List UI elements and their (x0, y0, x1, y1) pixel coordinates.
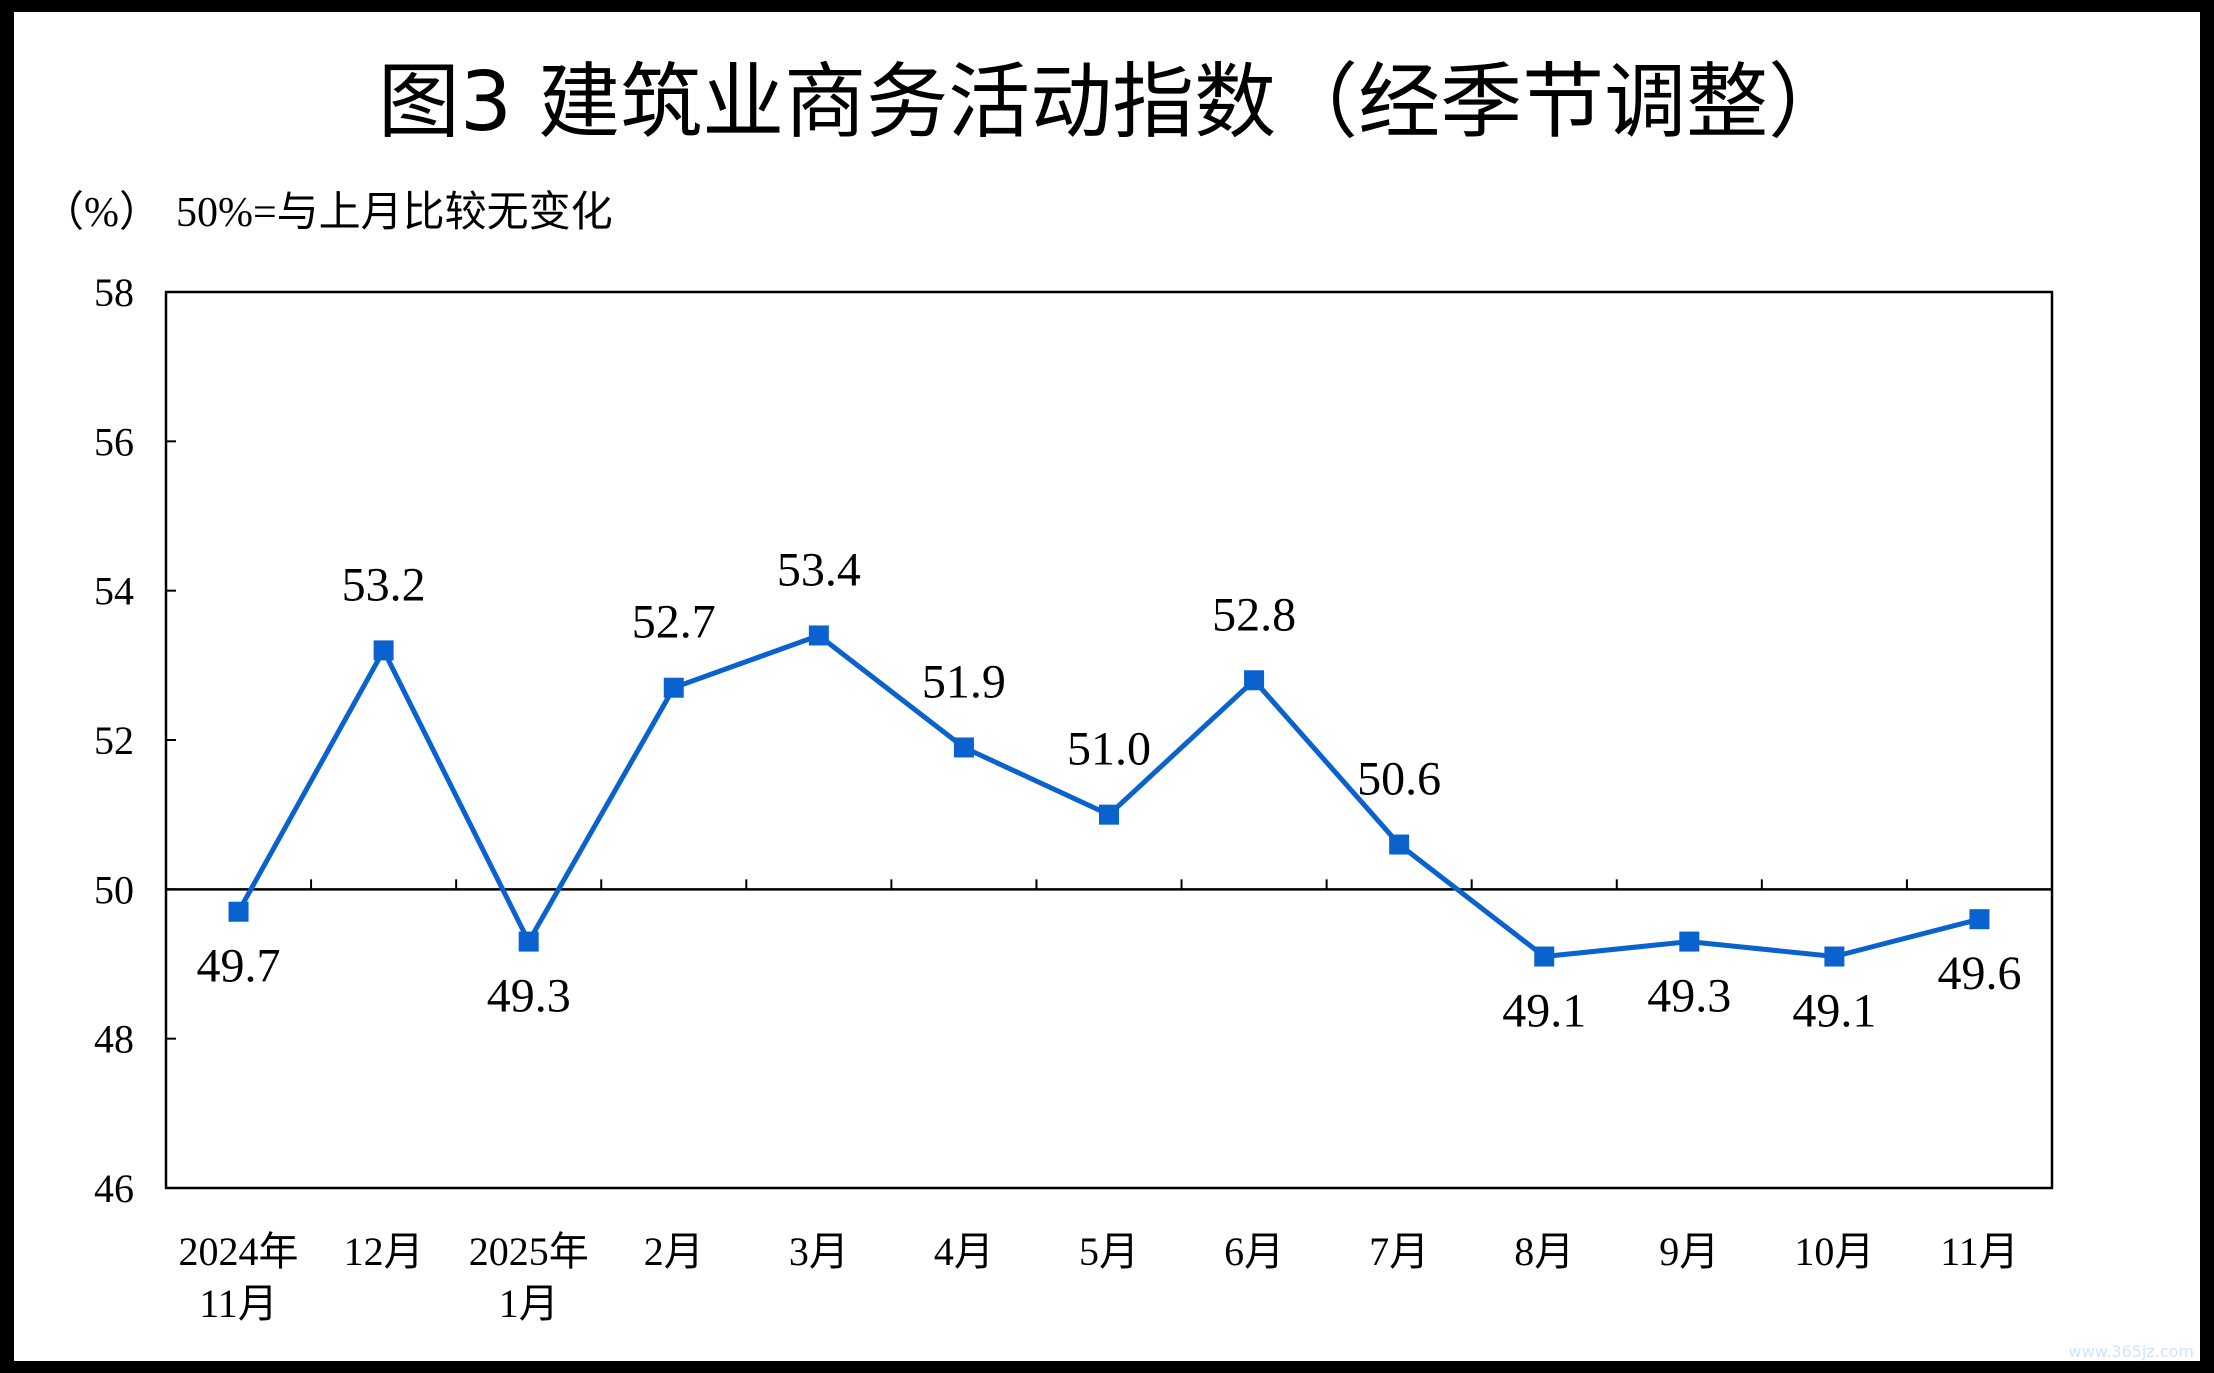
x-category-label: 10月 (1794, 1229, 1874, 1274)
plot-area: 46 48 50 52 54 56 58 2024年 11月 12月 2025年 1月 2月 3月 4月 5月… (94, 270, 2054, 1326)
y-tick-label: 56 (94, 419, 134, 464)
x-category-label: 2月 (644, 1229, 704, 1274)
data-label: 49.3 (1647, 970, 1731, 1023)
data-label: 49.1 (1502, 985, 1586, 1038)
data-point-marker (663, 677, 684, 698)
y-tick-label: 58 (94, 270, 134, 315)
x-category-label: 11月 (199, 1281, 278, 1326)
y-axis-unit: （%） (42, 190, 161, 236)
y-tick-label: 52 (94, 718, 134, 763)
x-category-label: 1月 (499, 1281, 559, 1326)
data-point-marker (518, 931, 539, 952)
data-point-marker (1389, 834, 1410, 855)
x-category-label: 2025年 (469, 1229, 589, 1274)
x-category-label: 12月 (344, 1229, 424, 1274)
data-label: 49.6 (1937, 947, 2021, 1000)
y-tick-label: 50 (94, 867, 134, 912)
y-tick-label: 46 (94, 1166, 134, 1211)
x-category-label: 9月 (1659, 1229, 1719, 1274)
data-label: 49.1 (1792, 985, 1876, 1038)
x-category-label: 7月 (1369, 1229, 1429, 1274)
data-label: 53.4 (777, 543, 861, 596)
chart-title: 图3 建筑业商务活动指数（经季节调整） (378, 55, 1850, 150)
x-category-label: 3月 (789, 1229, 849, 1274)
data-label: 50.6 (1357, 753, 1441, 806)
x-category-label: 6月 (1224, 1229, 1284, 1274)
y-tick-label: 54 (94, 569, 134, 614)
data-point-marker (808, 625, 829, 646)
data-label: 53.2 (342, 558, 426, 611)
data-label: 51.9 (922, 655, 1006, 708)
data-point-marker (373, 640, 394, 661)
x-category-label: 2024年 (179, 1229, 299, 1274)
data-point-marker (1099, 804, 1119, 825)
x-category-label: 11月 (1940, 1229, 2019, 1274)
x-category-label: 8月 (1514, 1229, 1574, 1274)
chart-svg: 图3 建筑业商务活动指数（经季节调整） （%） 50%=与上月比较无变化 464… (42, 55, 2194, 1361)
data-point-marker (953, 737, 974, 758)
data-point-marker (228, 901, 249, 922)
data-point-marker (1679, 931, 1700, 952)
data-point-marker (1244, 670, 1265, 691)
watermark: www.365jz.com (2068, 1342, 2194, 1361)
data-label: 52.8 (1212, 588, 1296, 641)
x-category-label: 4月 (934, 1229, 994, 1274)
data-label: 52.7 (632, 596, 716, 649)
chart-page: 图3 建筑业商务活动指数（经季节调整） （%） 50%=与上月比较无变化 46 4… (14, 12, 2200, 1361)
chart-note: 50%=与上月比较无变化 (176, 189, 613, 236)
x-category-label: 5月 (1079, 1229, 1139, 1274)
data-point-marker (1969, 909, 1990, 930)
series-line (236, 632, 1981, 960)
data-label: 49.7 (197, 940, 281, 993)
data-label: 51.0 (1067, 723, 1151, 776)
data-point-marker (1534, 946, 1555, 967)
data-label: 49.3 (487, 970, 571, 1023)
y-tick-label: 48 (94, 1017, 134, 1062)
data-point-marker (1824, 946, 1845, 967)
